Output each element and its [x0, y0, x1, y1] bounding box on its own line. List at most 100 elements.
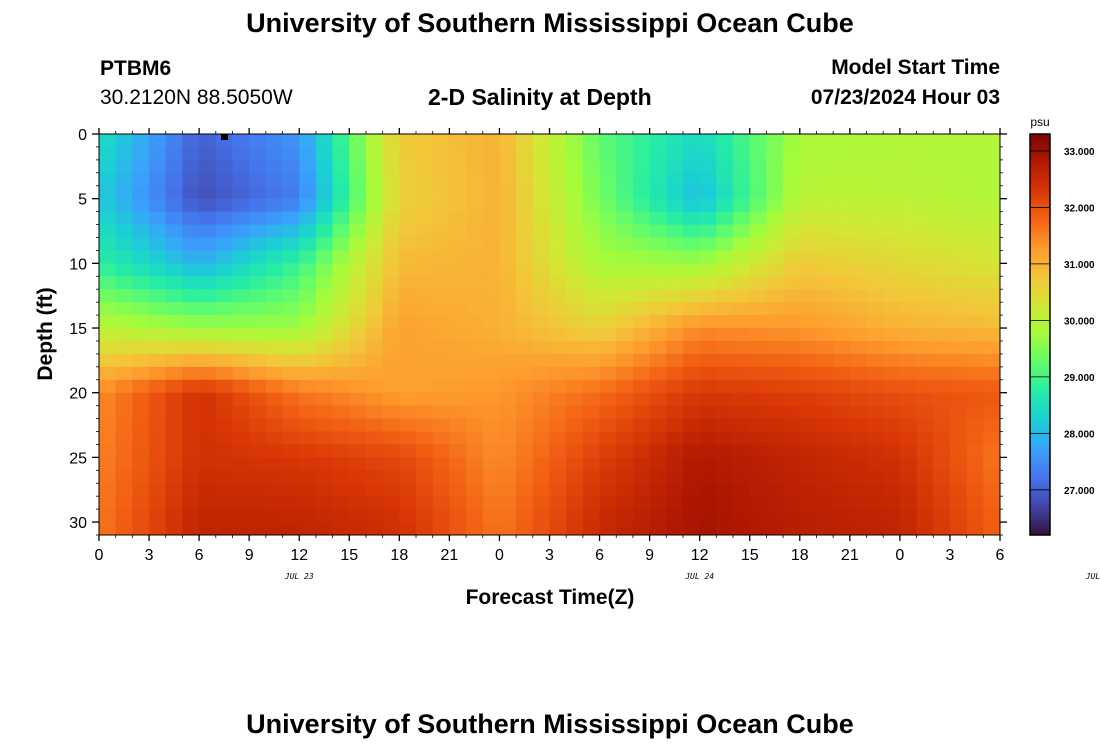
heatmap-cell — [582, 289, 601, 303]
colorbar-tick-label: 27.000 — [1064, 486, 1095, 497]
heatmap-cell — [766, 198, 784, 213]
heatmap-cell — [816, 457, 834, 471]
heatmap-cell — [649, 522, 667, 535]
heatmap-cell — [899, 457, 918, 471]
heatmap-cell — [716, 172, 734, 187]
heatmap-cell — [132, 457, 150, 471]
heatmap-cell — [699, 509, 717, 523]
heatmap-cell — [382, 328, 400, 342]
heatmap-cell — [599, 366, 617, 381]
heatmap-cell — [783, 237, 801, 252]
heatmap-cell — [616, 418, 634, 433]
heatmap-cell — [115, 263, 133, 277]
heatmap-cell — [115, 379, 133, 394]
heatmap-cell — [199, 159, 217, 174]
heatmap-cell — [115, 250, 133, 264]
heatmap-cell — [666, 444, 684, 458]
heatmap-cell — [416, 224, 434, 239]
heatmap-cell — [132, 250, 150, 264]
heatmap-cell — [132, 289, 150, 303]
heatmap-cell — [783, 250, 801, 264]
heatmap-cell — [466, 302, 484, 316]
heatmap-cell — [265, 276, 284, 290]
heatmap-cell — [733, 496, 751, 510]
heatmap-cell — [799, 366, 818, 381]
heatmap-cell — [599, 405, 617, 420]
heatmap-cell — [749, 146, 768, 161]
heatmap-cell — [783, 418, 801, 433]
x-tick-label: 12 — [691, 547, 709, 564]
heatmap-cell — [165, 185, 184, 200]
heatmap-cell — [265, 185, 284, 200]
heatmap-cell — [749, 418, 768, 433]
heatmap-cell — [532, 289, 551, 303]
heatmap-cell — [833, 457, 851, 471]
heatmap-cell — [866, 340, 884, 355]
heatmap-cell — [949, 328, 968, 342]
heatmap-cell — [799, 134, 818, 148]
heatmap-cell — [215, 444, 234, 458]
heatmap-cell — [582, 134, 601, 148]
heatmap-cell — [816, 302, 834, 316]
heatmap-cell — [466, 522, 484, 535]
heatmap-cell — [799, 224, 818, 239]
heatmap-cell — [916, 159, 934, 174]
heatmap-cell — [432, 483, 450, 497]
heatmap-cell — [466, 418, 484, 433]
heatmap-cell — [299, 250, 317, 264]
heatmap-cell — [799, 263, 818, 277]
heatmap-cell — [132, 444, 150, 458]
heatmap-cell — [833, 276, 851, 290]
heatmap-cell — [449, 315, 467, 329]
heatmap-cell — [182, 315, 200, 329]
heatmap-cell — [966, 134, 984, 148]
heatmap-cell — [682, 159, 701, 174]
heatmap-cell — [582, 250, 601, 264]
heatmap-cell — [165, 172, 184, 187]
heatmap-cell — [632, 366, 651, 381]
heatmap-cell — [699, 405, 717, 420]
heatmap-cell — [466, 159, 484, 174]
heatmap-cell — [382, 276, 400, 290]
heatmap-cell — [699, 211, 717, 226]
heatmap-cell — [399, 185, 417, 200]
heatmap-cell — [466, 276, 484, 290]
heatmap-cell — [733, 289, 751, 303]
model-start-label: Model Start Time — [831, 56, 1000, 79]
heatmap-cell — [299, 418, 317, 433]
heatmap-cell — [632, 340, 651, 355]
heatmap-cell — [799, 483, 818, 497]
heatmap-cell — [983, 522, 1000, 535]
heatmap-cell — [165, 392, 184, 407]
heatmap-cell — [132, 134, 150, 148]
y-tick-label: 20 — [69, 386, 87, 403]
heatmap-cell — [599, 185, 617, 200]
heatmap-cell — [499, 522, 517, 535]
heatmap-cell — [599, 315, 617, 329]
heatmap-cell — [716, 289, 734, 303]
heatmap-cell — [566, 328, 584, 342]
heatmap-cell — [966, 276, 984, 290]
x-tick-label: 9 — [245, 547, 254, 564]
heatmap-cell — [199, 470, 217, 484]
heatmap-cell — [649, 172, 667, 187]
heatmap-cell — [482, 328, 501, 342]
heatmap-cell — [949, 405, 968, 420]
heatmap-cell — [833, 392, 851, 407]
heatmap-cell — [132, 509, 150, 523]
heatmap-cell — [315, 315, 334, 329]
heatmap-cell — [682, 496, 701, 510]
heatmap-cell — [749, 483, 768, 497]
heatmap-cell — [466, 172, 484, 187]
heatmap-cell — [616, 340, 634, 355]
heatmap-cell — [699, 250, 717, 264]
heatmap-cell — [599, 263, 617, 277]
heatmap-cell — [349, 276, 367, 290]
heatmap-cell — [916, 328, 934, 342]
heatmap-cell — [799, 379, 818, 394]
heatmap-cell — [733, 172, 751, 187]
heatmap-cell — [866, 146, 884, 161]
heatmap-cell — [883, 172, 901, 187]
heatmap-cell — [249, 379, 267, 394]
heatmap-cell — [115, 276, 133, 290]
